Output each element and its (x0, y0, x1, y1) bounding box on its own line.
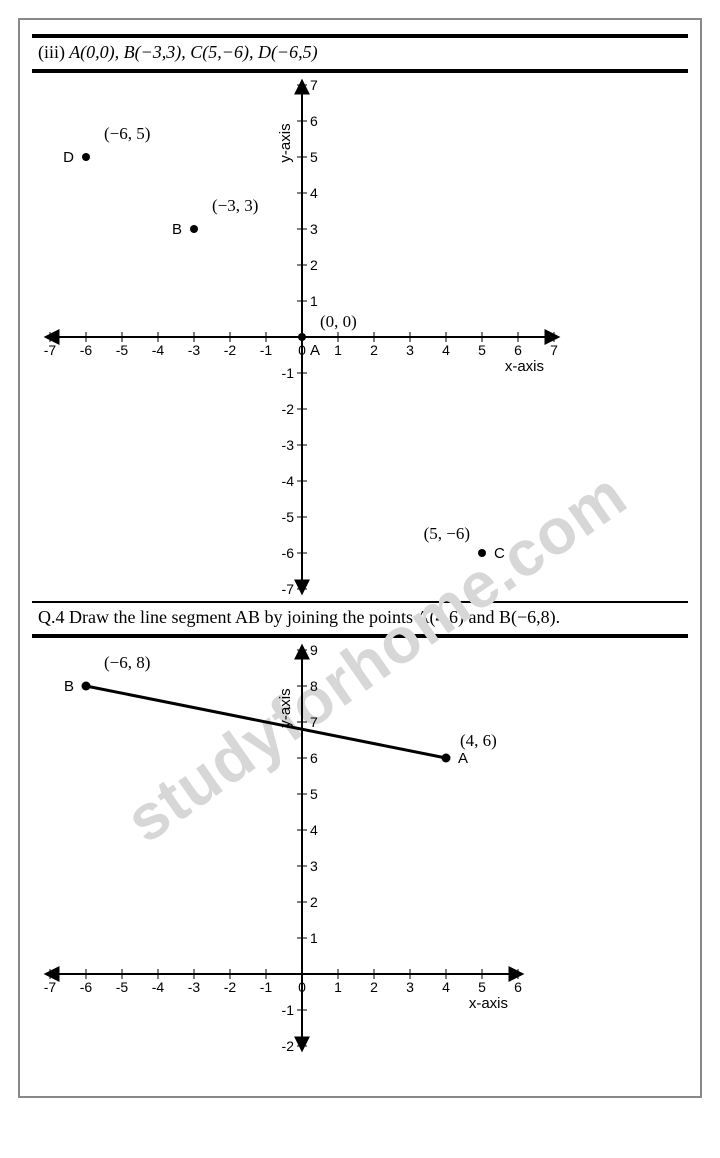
y-tick-label: 1 (310, 930, 318, 946)
x-tick-label: -3 (188, 979, 201, 995)
y-tick-label: -1 (282, 365, 295, 381)
x-tick-label: -5 (116, 979, 129, 995)
x-tick-label: -7 (44, 979, 57, 995)
page-frame: studyforhome.com (iii) A(0,0), B(−3,3), … (18, 18, 702, 1098)
x-tick-label: 0 (298, 342, 306, 358)
problem1-prefix: (iii) (38, 42, 65, 62)
segment-BA (86, 686, 446, 758)
point-coord-B: (−3, 3) (212, 196, 258, 215)
point-A (442, 754, 451, 763)
y-tick-label: 8 (310, 678, 318, 694)
point-letter-B: B (172, 221, 182, 238)
problem1-points-text: A(0,0), B(−3,3), C(5,−6), D(−6,5) (69, 42, 317, 62)
x-tick-label: -4 (152, 342, 165, 358)
y-tick-label: 2 (310, 257, 318, 273)
x-axis-label: x-axis (469, 995, 508, 1012)
x-tick-label: 5 (478, 979, 486, 995)
point-coord-B: (−6, 8) (104, 653, 150, 672)
x-tick-label: 5 (478, 342, 486, 358)
x-tick-label: 6 (514, 342, 522, 358)
y-tick-label: -6 (282, 545, 295, 561)
point-letter-B: B (64, 678, 74, 695)
y-tick-label: -4 (282, 473, 295, 489)
y-tick-label: 4 (310, 822, 318, 838)
x-tick-label: -1 (260, 979, 273, 995)
x-tick-label: 4 (442, 342, 450, 358)
y-tick-label: 7 (310, 77, 318, 93)
x-tick-label: -6 (80, 979, 93, 995)
x-tick-label: 1 (334, 979, 342, 995)
point-letter-A: A (458, 750, 468, 767)
x-tick-label: 0 (298, 979, 306, 995)
x-tick-label: -4 (152, 979, 165, 995)
chart2: -7-6-5-4-3-2-10123456-2-1123456789x-axis… (32, 638, 536, 1058)
point-letter-D: D (63, 149, 74, 166)
y-tick-label: 6 (310, 750, 318, 766)
y-tick-label: -2 (282, 1038, 295, 1054)
point-B (190, 225, 198, 233)
y-tick-label: 9 (310, 642, 318, 658)
y-tick-label: -5 (282, 509, 295, 525)
problem2-header: Q.4 Draw the line segment AB by joining … (32, 603, 688, 634)
point-B (82, 682, 91, 691)
point-D (82, 153, 90, 161)
x-tick-label: -3 (188, 342, 201, 358)
point-coord-D: (−6, 5) (104, 124, 150, 143)
point-A (298, 333, 306, 341)
x-tick-label: -6 (80, 342, 93, 358)
chart1-wrap: -7-6-5-4-3-2-101234567-7-6-5-4-3-2-11234… (32, 73, 688, 601)
x-tick-label: 7 (550, 342, 558, 358)
point-C (478, 549, 486, 557)
y-tick-label: 2 (310, 894, 318, 910)
x-tick-label: -5 (116, 342, 129, 358)
y-tick-label: 5 (310, 149, 318, 165)
y-tick-label: -2 (282, 401, 295, 417)
y-axis-label: y-axis (277, 123, 294, 162)
y-tick-label: 7 (310, 714, 318, 730)
y-tick-label: -3 (282, 437, 295, 453)
y-tick-label: -1 (282, 1002, 295, 1018)
x-tick-label: -1 (260, 342, 273, 358)
problem2-text: Q.4 Draw the line segment AB by joining … (38, 607, 560, 627)
x-tick-label: -2 (224, 979, 237, 995)
y-tick-label: 3 (310, 858, 318, 874)
point-coord-A: (0, 0) (320, 312, 357, 331)
point-letter-C: C (494, 545, 505, 562)
x-tick-label: 6 (514, 979, 522, 995)
y-tick-label: 4 (310, 185, 318, 201)
point-letter-A: A (310, 342, 320, 359)
chart2-wrap: -7-6-5-4-3-2-10123456-2-1123456789x-axis… (32, 638, 688, 1058)
point-coord-C: (5, −6) (424, 524, 470, 543)
x-tick-label: -2 (224, 342, 237, 358)
y-tick-label: -7 (282, 581, 295, 597)
y-tick-label: 6 (310, 113, 318, 129)
x-axis-label: x-axis (505, 358, 544, 375)
x-tick-label: 3 (406, 342, 414, 358)
chart1: -7-6-5-4-3-2-101234567-7-6-5-4-3-2-11234… (32, 73, 572, 601)
y-tick-label: 3 (310, 221, 318, 237)
x-tick-label: 1 (334, 342, 342, 358)
x-tick-label: -7 (44, 342, 57, 358)
x-tick-label: 3 (406, 979, 414, 995)
x-tick-label: 4 (442, 979, 450, 995)
y-tick-label: 1 (310, 293, 318, 309)
point-coord-A: (4, 6) (460, 731, 497, 750)
y-axis-label: y-axis (277, 688, 294, 727)
y-tick-label: 5 (310, 786, 318, 802)
x-tick-label: 2 (370, 342, 378, 358)
problem1-header: (iii) A(0,0), B(−3,3), C(5,−6), D(−6,5) (32, 38, 688, 69)
x-tick-label: 2 (370, 979, 378, 995)
